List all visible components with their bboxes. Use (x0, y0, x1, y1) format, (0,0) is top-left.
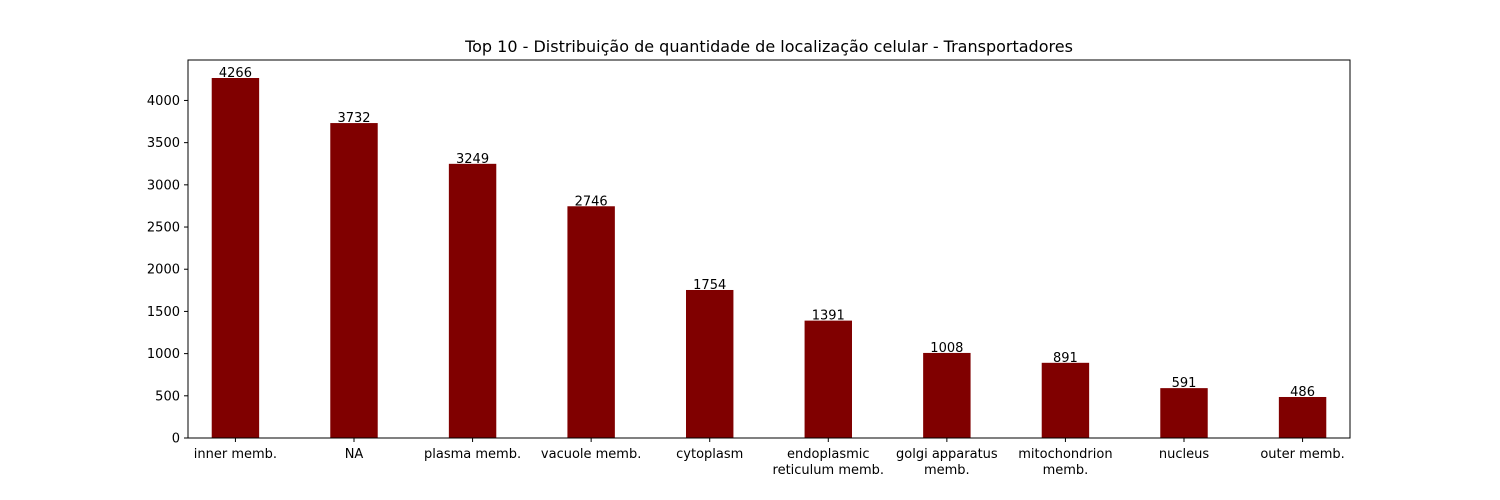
bar-value-label: 1754 (693, 278, 726, 293)
y-tick-label: 2000 (147, 263, 180, 278)
bar-value-label: 2746 (575, 194, 608, 209)
bar (567, 206, 615, 438)
x-tick-label: vacuole memb. (541, 447, 641, 462)
y-tick-label: 3500 (147, 136, 180, 151)
bar (686, 289, 734, 438)
bar-value-label: 3732 (337, 111, 370, 126)
x-tick-label: mitochondrion (1018, 447, 1112, 462)
x-tick-label: memb. (1043, 463, 1089, 478)
bar (211, 78, 260, 438)
y-tick-label: 1000 (147, 347, 180, 362)
bar (804, 320, 852, 438)
y-tick-label: 1500 (147, 305, 180, 320)
x-tick-label: plasma memb. (424, 447, 521, 462)
bar-value-labels: 4266 3732 3249 2746 1754 1391 1008 891 591 486 (219, 66, 1315, 400)
x-tick-label: reticulum memb. (773, 463, 885, 478)
y-tick-label: 0 (172, 432, 180, 447)
bar (1041, 362, 1090, 438)
bar-value-label: 1391 (812, 309, 845, 324)
y-tick-label: 3000 (147, 178, 180, 193)
plot-frame (187, 59, 1351, 439)
x-tick-label: golgi apparatus (896, 447, 998, 462)
bar (1160, 388, 1208, 438)
y-tick-label: 500 (155, 389, 180, 404)
bars (211, 78, 1327, 438)
bar (1278, 396, 1327, 438)
x-tick-label: outer memb. (1260, 447, 1344, 462)
x-tick-label: NA (345, 447, 364, 462)
y-axis-ticks: 0 500 1000 1500 2000 2500 3000 3500 4000 (147, 94, 188, 447)
x-tick-label: cytoplasm (676, 447, 743, 462)
chart-title: Top 10 - Distribuição de quantidade de l… (464, 37, 1073, 56)
bar-value-label: 3249 (456, 152, 489, 167)
bar-value-label: 891 (1053, 351, 1078, 366)
x-tick-label: endoplasmic (787, 447, 869, 462)
y-tick-label: 4000 (147, 94, 180, 109)
x-axis-ticks: inner memb. NA plasma memb. vacuole memb. cy… (194, 438, 1345, 478)
bar-value-label: 591 (1172, 376, 1197, 391)
bar-value-label: 4266 (219, 66, 252, 81)
bar-value-label: 1008 (930, 341, 963, 356)
bar (448, 163, 497, 438)
bar-value-label: 486 (1290, 385, 1315, 400)
bar (923, 352, 971, 438)
x-tick-label: inner memb. (194, 447, 277, 462)
x-tick-label: nucleus (1159, 447, 1209, 462)
bar (330, 123, 378, 438)
x-tick-label: memb. (924, 463, 970, 478)
y-tick-label: 2500 (147, 221, 180, 236)
